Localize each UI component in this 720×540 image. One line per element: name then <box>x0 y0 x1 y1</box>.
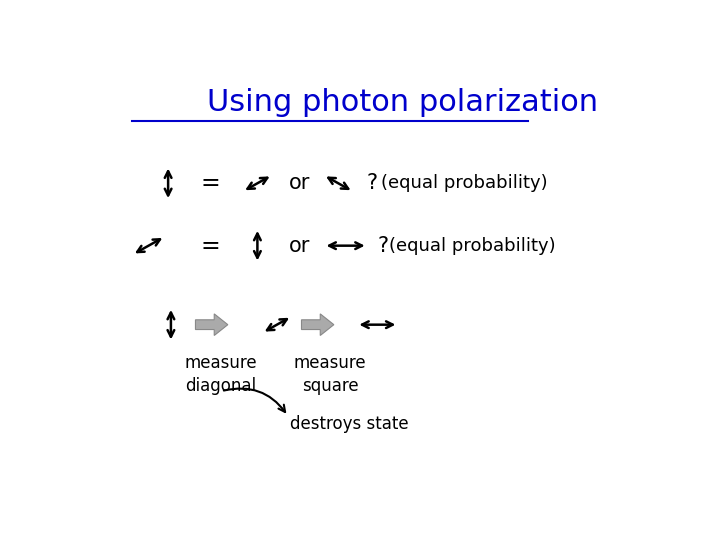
Text: measure
square: measure square <box>294 354 366 395</box>
Text: ?: ? <box>366 173 377 193</box>
Polygon shape <box>302 314 334 335</box>
Text: measure
diagonal: measure diagonal <box>185 354 258 395</box>
Text: =: = <box>200 171 220 195</box>
Text: Using photon polarization: Using photon polarization <box>207 87 598 117</box>
Text: (equal probability): (equal probability) <box>389 237 556 255</box>
Text: (equal probability): (equal probability) <box>381 174 547 192</box>
Text: or: or <box>289 235 310 255</box>
Polygon shape <box>195 314 228 335</box>
Text: or: or <box>289 173 310 193</box>
Text: ?: ? <box>377 235 389 255</box>
Text: =: = <box>200 234 220 258</box>
Text: destroys state: destroys state <box>290 415 409 434</box>
